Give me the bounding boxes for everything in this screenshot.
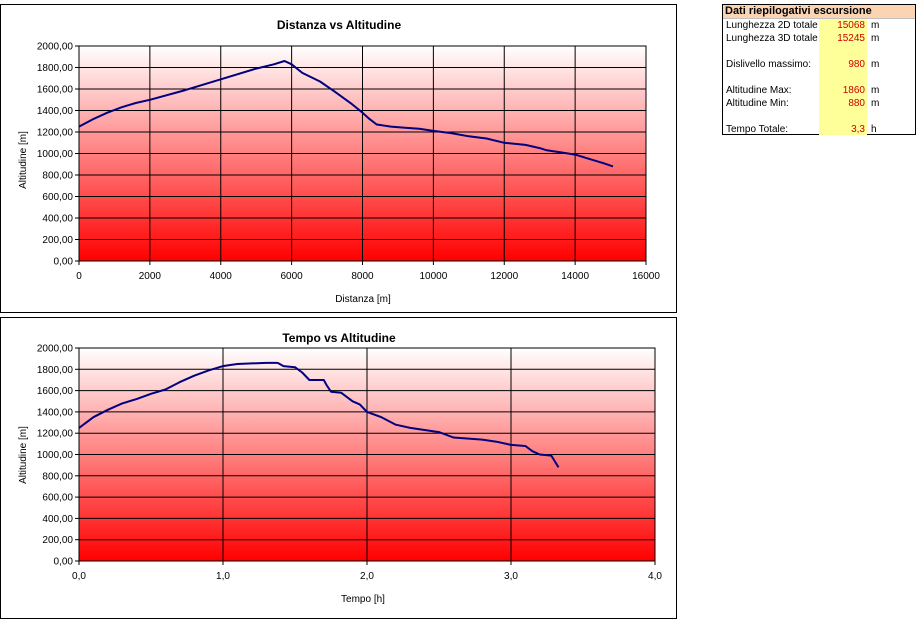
chart-title: Tempo vs Altitudine [282, 331, 396, 345]
y-tick-label: 1600,00 [37, 386, 74, 397]
x-tick-label: 8000 [351, 271, 374, 282]
summary-value: 15068 [837, 20, 865, 31]
summary-label: Lunghezza 3D totale [726, 33, 818, 44]
summary-row-total-time: Tempo Totale: 3,3 h [723, 124, 915, 136]
y-tick-label: 2000,00 [37, 344, 74, 355]
x-tick-label: 12000 [490, 271, 518, 282]
summary-label: Lunghezza 2D totale [726, 20, 818, 31]
y-tick-label: 1800,00 [37, 365, 74, 376]
summary-unit: m [871, 85, 880, 96]
plot-area: 0,00 200,00 400,00 600,00 800,00 1000,00 1200,… [37, 42, 660, 283]
summary-value: 1860 [842, 85, 865, 96]
x-tick-label: 0 [76, 271, 82, 282]
x-axis-label: Tempo [h] [341, 594, 385, 605]
x-tick-label: 10000 [419, 271, 447, 282]
y-tick-label: 600,00 [42, 192, 73, 203]
y-tick-label: 1600,00 [37, 85, 74, 96]
y-tick-label: 800,00 [42, 471, 73, 482]
value-column-highlight [819, 19, 867, 135]
y-tick-label: 2000,00 [37, 42, 74, 53]
plot-border [78, 45, 647, 262]
time-altitude-chart-svg: Tempo vs Altitudine Tempo [h] Altitudine… [18, 331, 663, 605]
y-axis-label: Altitudine [m] [18, 426, 29, 484]
y-tick-label: 1400,00 [37, 407, 74, 418]
summary-body: Lunghezza 2D totale 15068 m Lunghezza 3D… [723, 19, 915, 135]
summary-label: Tempo Totale: [726, 124, 789, 135]
summary-row-altitude-max: Altitudine Max: 1860 m [723, 85, 915, 97]
distance-altitude-chart-svg: Distanza vs Altitudine Distanza [m] Alti… [18, 18, 660, 305]
x-tick-label: 14000 [561, 271, 589, 282]
y-tick-label: 400,00 [42, 514, 73, 525]
summary-value: 3,3 [851, 124, 865, 135]
altitude-series-line [78, 361, 560, 468]
altitude-series-line [78, 60, 614, 168]
summary-label: Dislivello massimo: [726, 59, 812, 70]
chart-title: Distanza vs Altitudine [277, 18, 402, 32]
summary-label: Altitudine Min: [726, 98, 789, 109]
summary-value: 980 [848, 59, 865, 70]
y-tick-label: 0,00 [54, 257, 74, 268]
summary-unit: h [871, 124, 877, 135]
y-tick-label: 200,00 [42, 235, 73, 246]
y-tick-label: 1800,00 [37, 63, 74, 74]
y-tick-label: 1200,00 [37, 429, 74, 440]
summary-row-altitude-min: Altitudine Min: 880 m [723, 98, 915, 110]
summary-unit: m [871, 33, 880, 44]
x-tick-label: 16000 [632, 271, 660, 282]
summary-value: 15245 [837, 33, 865, 44]
summary-row-length-2d: Lunghezza 2D totale 15068 m [723, 20, 915, 32]
y-tick-label: 200,00 [42, 535, 73, 546]
summary-unit: m [871, 98, 880, 109]
summary-value: 880 [848, 98, 865, 109]
y-tick-label: 0,00 [54, 557, 74, 568]
y-tick-label: 1200,00 [37, 128, 74, 139]
y-tick-label: 1400,00 [37, 106, 74, 117]
x-tick-label: 0,0 [72, 571, 86, 582]
y-tick-label: 600,00 [42, 493, 73, 504]
plot-border [78, 347, 656, 562]
plot-area: 0,00 200,00 400,00 600,00 800,00 1000,00 1200,… [37, 344, 663, 583]
x-tick-label: 2000 [139, 271, 162, 282]
time-altitude-chart: Tempo vs Altitudine Tempo [h] Altitudine… [0, 317, 677, 619]
summary-label: Altitudine Max: [726, 85, 792, 96]
summary-unit: m [871, 59, 880, 70]
x-tick-label: 2,0 [360, 571, 374, 582]
summary-row-length-3d: Lunghezza 3D totale 15245 m [723, 33, 915, 45]
distance-altitude-chart: Distanza vs Altitudine Distanza [m] Alti… [0, 4, 677, 313]
x-tick-label: 1,0 [216, 571, 230, 582]
x-tick-label: 3,0 [504, 571, 518, 582]
summary-row-elevation-gain: Dislivello massimo: 980 m [723, 59, 915, 71]
x-tick-label: 4,0 [648, 571, 662, 582]
y-tick-label: 400,00 [42, 214, 73, 225]
summary-header: Dati riepilogativi escursione [723, 5, 915, 19]
y-tick-label: 800,00 [42, 171, 73, 182]
y-axis-label: Altitudine [m] [18, 131, 29, 189]
x-axis-label: Distanza [m] [335, 294, 391, 305]
x-tick-label: 6000 [281, 271, 304, 282]
y-tick-label: 1000,00 [37, 450, 74, 461]
y-tick-label: 1000,00 [37, 149, 74, 160]
summary-unit: m [871, 20, 880, 31]
x-tick-label: 4000 [210, 271, 233, 282]
summary-table: Dati riepilogativi escursione Lunghezza … [722, 4, 916, 135]
